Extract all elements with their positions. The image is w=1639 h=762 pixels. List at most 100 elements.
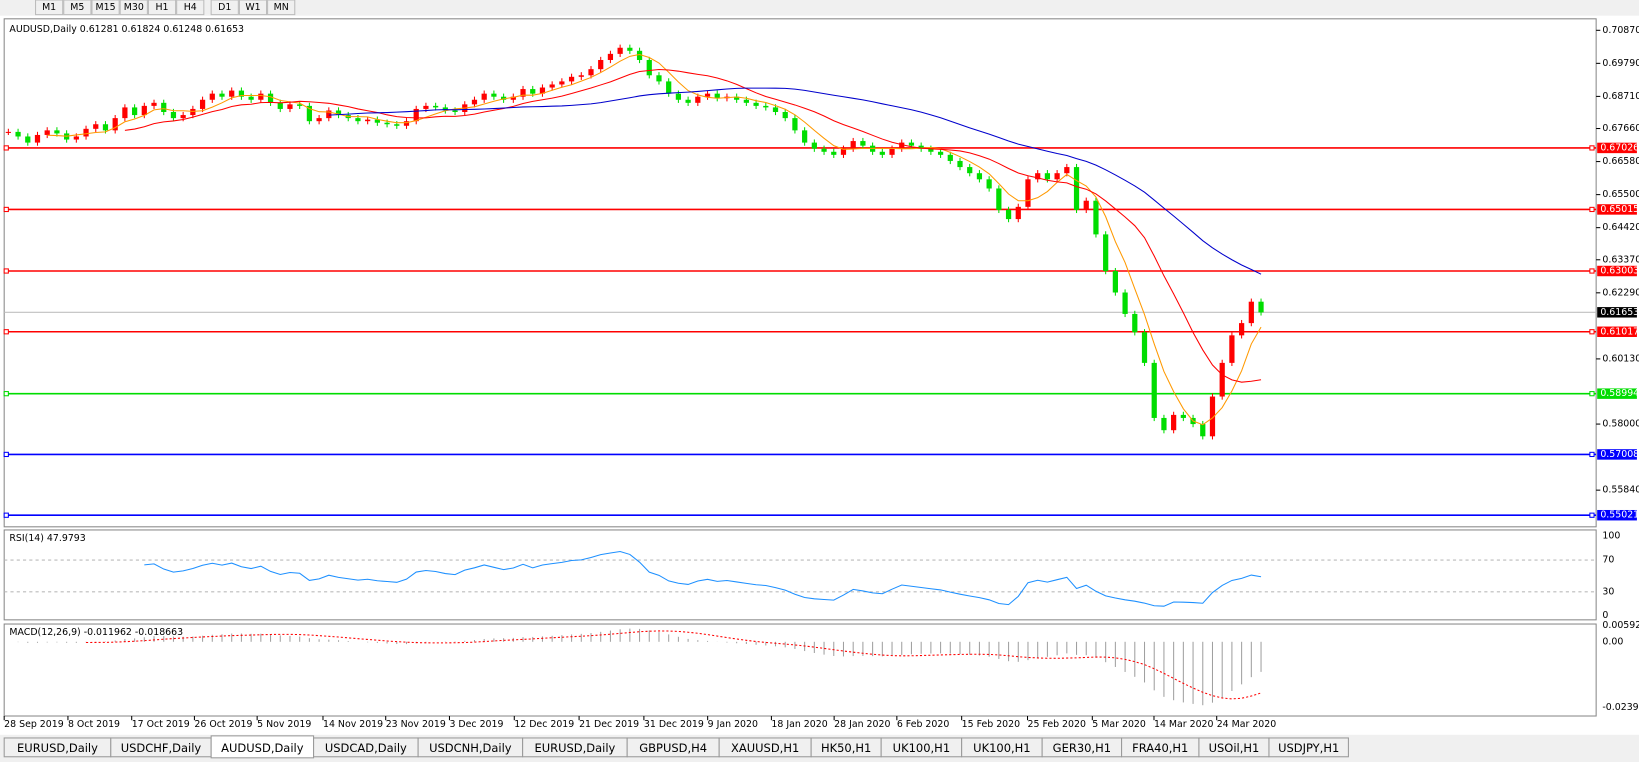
candle xyxy=(578,75,584,77)
candle xyxy=(25,136,31,143)
candle xyxy=(34,134,41,143)
candle xyxy=(209,93,215,100)
price-label: 0.69790 xyxy=(1602,58,1639,69)
candle xyxy=(93,124,99,129)
date-label: 23 Nov 2019 xyxy=(386,719,446,730)
rsi-line xyxy=(144,550,1262,607)
timeframe-label: W1 xyxy=(245,2,260,13)
price-label: 0.70870 xyxy=(1602,25,1639,36)
timeframe-button[interactable] xyxy=(176,0,205,16)
moving-average xyxy=(47,53,1262,426)
candle xyxy=(1132,313,1138,333)
candle xyxy=(1005,209,1012,220)
main-pane xyxy=(3,18,1597,528)
date-label: 28 Sep 2019 xyxy=(4,719,64,730)
candle xyxy=(967,167,973,174)
level-handle xyxy=(3,145,9,151)
candle xyxy=(248,96,254,100)
candle xyxy=(860,141,866,146)
level-label: 0.57008 xyxy=(1600,449,1639,460)
candle xyxy=(1122,292,1128,314)
level-box xyxy=(1597,142,1637,154)
level-handle xyxy=(1589,391,1595,397)
rsi-axis-label: 30 xyxy=(1602,586,1614,597)
level-handle xyxy=(3,451,9,458)
candle xyxy=(394,124,400,126)
level-handle xyxy=(1589,451,1595,458)
candle xyxy=(559,81,565,85)
candle xyxy=(1209,396,1216,437)
date-label: 9 Jan 2020 xyxy=(708,719,758,730)
candle xyxy=(316,118,322,122)
timeframe-button[interactable] xyxy=(238,0,268,16)
candle xyxy=(374,119,380,123)
timeframe-button[interactable] xyxy=(91,0,120,16)
candle xyxy=(170,112,177,119)
candle xyxy=(180,115,186,119)
candle xyxy=(229,90,235,97)
candle xyxy=(199,99,206,109)
tab-label: USDCHF,Daily xyxy=(121,741,202,755)
timeframe-button[interactable] xyxy=(119,0,148,16)
tab-label: USOil,H1 xyxy=(1209,741,1260,755)
candle xyxy=(297,104,303,106)
tab-label: EURUSD,Daily xyxy=(534,741,615,755)
candle xyxy=(510,96,516,100)
candle xyxy=(636,50,643,60)
tab-label: GER30,H1 xyxy=(1053,741,1111,755)
candle xyxy=(1025,179,1031,207)
candle xyxy=(131,107,138,116)
candle xyxy=(675,93,682,100)
candle xyxy=(433,105,439,108)
candle xyxy=(1044,173,1051,180)
tab[interactable] xyxy=(1268,737,1349,758)
date-label: 25 Feb 2020 xyxy=(1028,719,1086,730)
timeframe-label: H1 xyxy=(155,2,168,13)
level-label: 0.58994 xyxy=(1600,388,1639,399)
timeframe-label: D1 xyxy=(218,2,231,13)
tab-label: XAUUSD,H1 xyxy=(731,741,799,755)
level-handle xyxy=(1589,329,1595,335)
level-box xyxy=(1597,326,1637,337)
price-label: 0.55840 xyxy=(1602,485,1639,496)
candle xyxy=(238,90,245,97)
candle xyxy=(452,110,458,113)
candle xyxy=(646,59,652,76)
price-label: 0.64420 xyxy=(1602,222,1639,233)
macd-axis-label: 0.00 xyxy=(1602,636,1623,647)
candle xyxy=(73,136,79,140)
date-label: 18 Jan 2020 xyxy=(771,719,827,730)
candle xyxy=(918,145,924,149)
level-handle xyxy=(1589,206,1595,213)
level-label: 0.67026 xyxy=(1600,142,1639,153)
candle xyxy=(976,173,983,180)
timeframe-label: H4 xyxy=(184,2,197,13)
candle xyxy=(568,76,575,82)
timeframe-label: M30 xyxy=(124,2,144,13)
candle xyxy=(986,179,992,189)
tab-label: FRA40,H1 xyxy=(1132,741,1188,755)
candle xyxy=(598,59,604,70)
level-handle xyxy=(1589,145,1595,151)
candle xyxy=(277,102,283,109)
level-label: 0.65015 xyxy=(1600,204,1639,215)
level-box xyxy=(1597,388,1637,399)
timeframe-button[interactable] xyxy=(267,0,296,16)
candle xyxy=(1093,200,1099,235)
level-label: 0.61017 xyxy=(1600,326,1639,337)
timeframe-button[interactable] xyxy=(35,0,64,16)
candle xyxy=(1229,335,1235,363)
timeframe-button[interactable] xyxy=(210,0,239,16)
candle xyxy=(442,107,448,111)
candle xyxy=(190,108,196,116)
level-handle xyxy=(1589,268,1595,274)
level-box xyxy=(1597,265,1637,277)
date-label: 15 Feb 2020 xyxy=(962,719,1020,730)
timeframe-button[interactable] xyxy=(63,0,92,16)
rsi-axis-label: 70 xyxy=(1602,555,1614,566)
timeframe-button[interactable] xyxy=(147,0,177,16)
tab-label: HK50,H1 xyxy=(821,741,871,755)
level-handle xyxy=(3,512,9,518)
